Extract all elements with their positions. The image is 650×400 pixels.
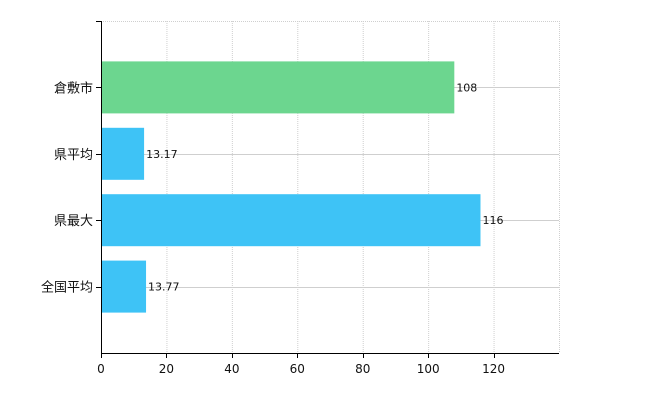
bar (101, 194, 481, 247)
data-label: 13.77 (148, 281, 180, 294)
category-label: 倉敷市 (54, 80, 93, 96)
x-tick-label: 40 (224, 362, 239, 376)
data-label: 116 (482, 214, 503, 227)
bar (101, 127, 145, 180)
axes (96, 21, 559, 358)
category-label: 県平均 (54, 148, 93, 163)
x-tick-label: 100 (417, 362, 440, 376)
x-tick-label: 120 (482, 362, 505, 376)
x-tick-label: 0 (97, 362, 105, 376)
bar (101, 61, 455, 114)
x-tick-label: 80 (355, 362, 370, 376)
bars (101, 61, 481, 313)
bar (101, 260, 147, 313)
x-tick-label: 20 (159, 362, 174, 376)
data-label: 108 (456, 81, 477, 94)
category-label: 全国平均 (41, 280, 93, 296)
category-label: 県最大 (54, 214, 93, 229)
data-label: 13.17 (146, 148, 178, 161)
labels: 倉敷市 108 県平均 13.17 県最大 116 全国平均 13.77 0 20 40 60 80 10… (41, 80, 505, 376)
x-tick-label: 60 (290, 362, 305, 376)
